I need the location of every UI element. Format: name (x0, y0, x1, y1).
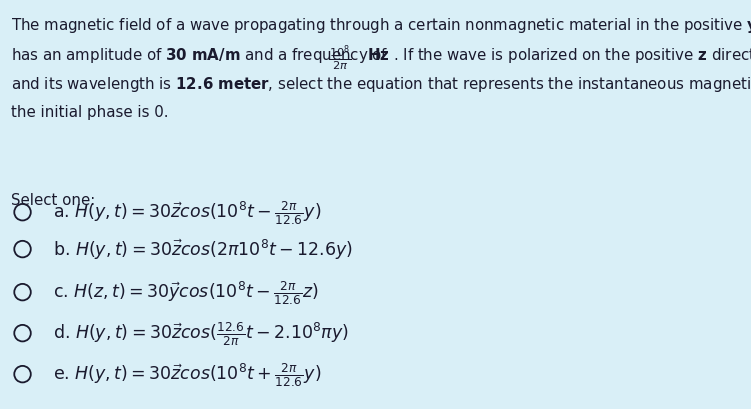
Text: $\mathbf{Hz}$ . If the wave is polarized on the positive $\mathbf{z}$ direction: $\mathbf{Hz}$ . If the wave is polarized… (367, 46, 751, 65)
Text: $\frac{10^8}{2\pi}$: $\frac{10^8}{2\pi}$ (329, 44, 351, 74)
Text: a. $H(y,t) = 30\vec{z}cos(10^8t - \frac{2\pi}{12.6}y)$: a. $H(y,t) = 30\vec{z}cos(10^8t - \frac{… (53, 199, 321, 227)
Text: the initial phase is 0.: the initial phase is 0. (11, 105, 169, 120)
Text: c. $H(z,t) = 30\vec{y}cos(10^8t - \frac{2\pi}{12.6}z)$: c. $H(z,t) = 30\vec{y}cos(10^8t - \frac{… (53, 279, 318, 306)
Text: Select one:: Select one: (11, 192, 95, 207)
Text: e. $H(y,t) = 30\vec{z}cos(10^8t + \frac{2\pi}{12.6}y)$: e. $H(y,t) = 30\vec{z}cos(10^8t + \frac{… (53, 360, 321, 388)
Text: d. $H(y,t) = 30\vec{z}cos(\frac{12.6}{2\pi}t - 2.10^8\pi y)$: d. $H(y,t) = 30\vec{z}cos(\frac{12.6}{2\… (53, 319, 348, 347)
Text: and its wavelength is $\mathbf{12.6\ meter}$, select the equation that represent: and its wavelength is $\mathbf{12.6\ met… (11, 75, 751, 94)
Text: b. $H(y,t) = 30\vec{z}cos(2\pi10^8t - 12.6y)$: b. $H(y,t) = 30\vec{z}cos(2\pi10^8t - 12… (53, 238, 352, 261)
Text: The magnetic field of a wave propagating through a certain nonmagnetic material : The magnetic field of a wave propagating… (11, 16, 751, 35)
Text: has an amplitude of $\mathbf{30\ mA/m}$ and a frequency of: has an amplitude of $\mathbf{30\ mA/m}$ … (11, 46, 389, 65)
